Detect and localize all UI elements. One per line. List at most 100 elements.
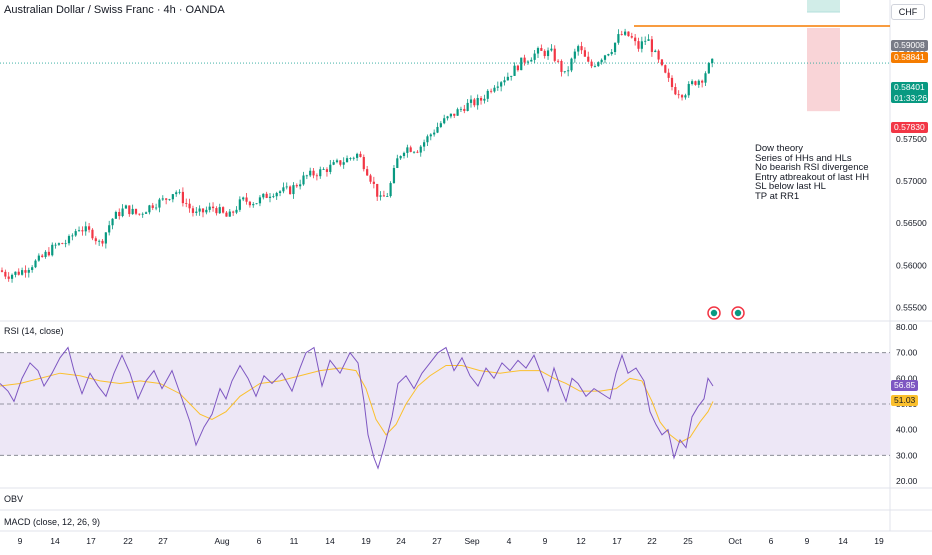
candle-body xyxy=(299,184,302,187)
candle-body xyxy=(637,41,640,49)
current-price-value: 0.58401 xyxy=(894,82,925,92)
candle-body xyxy=(382,195,385,197)
candle-body xyxy=(520,57,523,71)
candle-body xyxy=(215,208,218,214)
candle-body xyxy=(168,199,171,201)
price-tick-label: 0.57000 xyxy=(896,176,927,186)
take-profit-zone xyxy=(807,0,840,12)
candle-body xyxy=(670,77,674,88)
candle-body xyxy=(242,197,245,200)
candle-body xyxy=(640,41,643,49)
macd-pane-label: MACD (close, 12, 26, 9) xyxy=(4,517,101,527)
candle-body xyxy=(684,95,687,98)
candle-body xyxy=(386,196,389,197)
candle-body xyxy=(412,151,416,153)
candle-body xyxy=(590,61,593,67)
candle-body xyxy=(496,86,499,88)
analysis-note[interactable]: Dow theory Series of HHs and HLs No bear… xyxy=(755,144,869,202)
candle-body xyxy=(128,205,131,215)
candle-body xyxy=(644,40,647,42)
candle-body xyxy=(235,209,238,213)
candle-body xyxy=(600,59,603,63)
candle-body xyxy=(587,56,590,62)
candle-body xyxy=(188,203,191,209)
note-line: Entry atbreakout of last HH xyxy=(755,171,870,183)
time-axis-label: 22 xyxy=(123,536,133,546)
candle-body xyxy=(433,132,436,135)
currency-selector[interactable]: CHF xyxy=(891,4,925,20)
candle-body xyxy=(302,175,305,185)
candle-body xyxy=(449,113,452,117)
time-axis-label: 9 xyxy=(18,536,23,546)
candle-body xyxy=(31,267,34,270)
candle-body xyxy=(315,175,318,177)
candle-body xyxy=(24,270,27,273)
candle-body xyxy=(195,211,198,213)
candle-body xyxy=(396,158,399,168)
candle-body xyxy=(10,274,14,279)
candle-body xyxy=(121,208,124,217)
candle-body xyxy=(570,58,573,71)
candle-body xyxy=(453,113,456,116)
note-line: SL below last HL xyxy=(755,181,826,193)
candle-body xyxy=(339,160,342,165)
candle-body xyxy=(225,212,228,217)
time-axis-label: 22 xyxy=(647,536,657,546)
candle-body xyxy=(84,226,87,232)
candle-body xyxy=(603,55,607,60)
candle-body xyxy=(459,108,463,110)
candle-body xyxy=(510,75,513,77)
candle-body xyxy=(620,34,623,35)
candle-body xyxy=(104,232,107,244)
candle-body xyxy=(131,208,134,215)
candle-body xyxy=(71,235,74,237)
candle-body xyxy=(543,50,546,57)
candle-body xyxy=(711,58,714,64)
candle-body xyxy=(560,60,563,72)
stop-loss-zone xyxy=(807,28,840,112)
candle-body xyxy=(490,90,493,92)
candle-body xyxy=(423,142,426,147)
candle-body xyxy=(178,191,181,193)
candle-body xyxy=(4,271,7,277)
candle-body xyxy=(228,211,231,217)
candle-body xyxy=(165,198,168,200)
symbol-title: Australian Dollar / Swiss Franc · 4h · O… xyxy=(4,4,225,16)
candle-body xyxy=(325,169,329,172)
candle-body xyxy=(309,170,312,176)
candle-body xyxy=(34,260,37,268)
candle-body xyxy=(175,192,178,195)
candle-body xyxy=(285,186,288,188)
candle-body xyxy=(634,37,637,42)
candle-body xyxy=(546,50,550,57)
time-axis-label: 14 xyxy=(325,536,335,546)
candle-body xyxy=(530,59,533,62)
candle-body xyxy=(295,185,298,187)
candle-body xyxy=(329,164,332,172)
candle-body xyxy=(513,65,516,76)
candle-body xyxy=(141,213,144,215)
rsi-tick-label: 20.00 xyxy=(896,476,918,486)
candle-body xyxy=(567,70,570,72)
candle-body xyxy=(47,251,50,256)
note-line: TP at RR1 xyxy=(755,190,800,202)
candle-body xyxy=(664,65,667,73)
rsi-tick-label: 30.00 xyxy=(896,450,918,460)
candle-body xyxy=(436,126,439,133)
candle-body xyxy=(376,183,379,197)
candle-body xyxy=(409,147,412,152)
candle-body xyxy=(610,52,613,55)
note-line: Dow theory xyxy=(755,143,804,154)
candle-body xyxy=(77,230,81,232)
candle-body xyxy=(654,50,657,52)
event-icon-core xyxy=(734,309,742,317)
candle-body xyxy=(218,207,221,214)
candle-body xyxy=(617,34,620,43)
time-axis-label: 14 xyxy=(838,536,848,546)
candle-body xyxy=(205,209,208,213)
rsi-tick-label: 40.00 xyxy=(896,425,918,435)
candle-body xyxy=(466,102,469,111)
candle-body xyxy=(583,50,586,57)
